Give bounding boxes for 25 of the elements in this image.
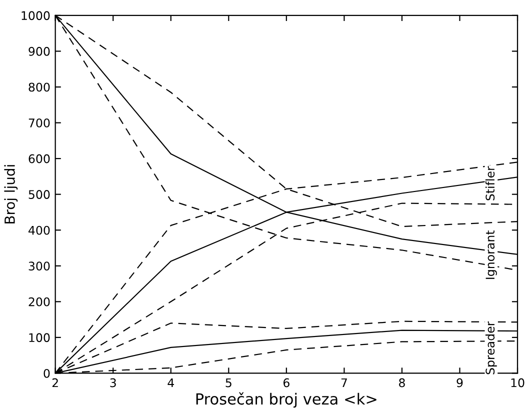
y-tick-label: 200	[28, 297, 50, 306]
annotation: Spreader	[485, 321, 497, 374]
y-tick-label: 300	[28, 262, 50, 271]
y-tick-label: 500	[28, 190, 50, 199]
x-tick-label: 3	[110, 378, 116, 388]
x-tick-label: 7	[341, 378, 347, 388]
x-tick-label: 2	[52, 378, 58, 388]
x-tick-label: 9	[456, 378, 463, 388]
y-tick-label: 0	[44, 368, 50, 378]
y-tick-label: 1000	[22, 11, 50, 20]
y-tick-label: 700	[28, 118, 50, 128]
y-tick-label: 600	[28, 154, 50, 164]
y-tick-label: 100	[29, 333, 50, 342]
y-tick-label: 800	[28, 82, 50, 92]
x-tick-label: 6	[283, 378, 290, 388]
x-tick-label: 4	[168, 378, 174, 388]
x-tick-label: 10	[511, 378, 524, 388]
annotation: Stifler	[485, 166, 495, 200]
x-axis-title: Prosečan broj veza <k>	[196, 392, 376, 408]
y-tick-label: 400	[28, 226, 50, 235]
x-tick-label: 5	[226, 378, 232, 388]
annotation: Ignorant	[486, 230, 497, 279]
y-tick-label: 900	[28, 46, 50, 56]
y-axis-title: Broj ljudi	[4, 165, 18, 224]
x-tick-label: 8	[399, 378, 405, 388]
